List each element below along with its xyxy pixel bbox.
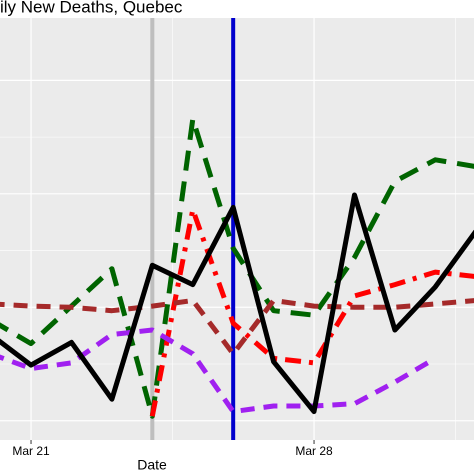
series-line xyxy=(0,298,474,357)
series-line xyxy=(0,192,474,415)
x-axis-label: Date xyxy=(137,457,167,473)
chart-title: ily New Deaths, Quebec xyxy=(0,0,183,16)
x-tick-label: Mar 28 xyxy=(295,444,333,458)
series-line xyxy=(0,327,437,415)
x-tick-label: Mar 21 xyxy=(12,444,50,458)
